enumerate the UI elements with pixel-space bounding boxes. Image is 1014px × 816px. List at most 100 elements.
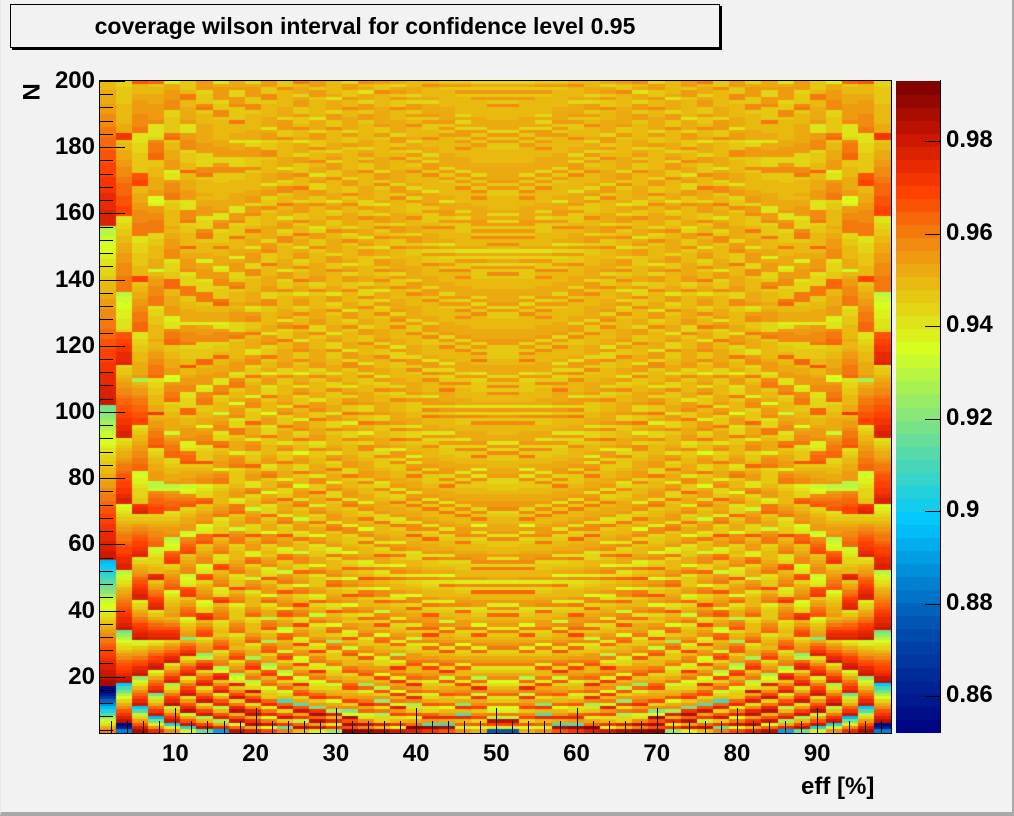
tick-mark (689, 721, 690, 733)
y-tick-label: 180 (54, 133, 95, 161)
tick-mark (849, 721, 850, 733)
tick-mark (100, 690, 113, 691)
tick-mark (817, 708, 818, 733)
tick-mark (304, 721, 305, 733)
tick-mark (801, 721, 802, 733)
tick-mark (100, 187, 113, 188)
y-tick-label: 160 (54, 199, 95, 227)
tick-mark (100, 266, 113, 267)
tick-mark (528, 721, 529, 733)
tick-mark (100, 650, 113, 651)
y-tick-label: 80 (68, 464, 95, 492)
tick-mark (100, 333, 113, 334)
tick-mark (100, 227, 113, 228)
tick-mark (100, 425, 113, 426)
tick-mark (865, 721, 866, 733)
tick-mark (100, 280, 125, 281)
tick-mark (100, 597, 113, 598)
y-tick-label: 60 (68, 530, 95, 558)
x-tick-label: 10 (162, 740, 189, 767)
tick-mark (256, 708, 257, 733)
tick-mark (100, 730, 113, 731)
tick-mark (224, 721, 225, 733)
tick-mark (352, 721, 353, 733)
tick-mark (100, 531, 113, 532)
x-tick-label: 50 (482, 740, 510, 767)
y-tick-label: 140 (54, 265, 95, 293)
tick-mark (593, 721, 594, 733)
tick-mark (512, 721, 513, 733)
colorbar-tick-label: 0.9 (946, 496, 980, 524)
y-tick-label: 40 (68, 596, 95, 624)
tick-mark (100, 491, 113, 492)
tick-mark (288, 721, 289, 733)
tick-mark (833, 721, 834, 733)
tick-mark (100, 107, 113, 108)
title-box: coverage wilson interval for confidence … (10, 4, 720, 48)
tick-mark (100, 703, 113, 704)
tick-mark (641, 721, 642, 733)
tick-mark (657, 708, 658, 733)
tick-mark (191, 721, 192, 733)
tick-mark (100, 624, 113, 625)
tick-mark (100, 81, 125, 82)
tick-mark (100, 452, 113, 453)
tick-mark (100, 134, 113, 135)
tick-mark (753, 721, 754, 733)
tick-mark (100, 611, 125, 612)
tick-mark (100, 412, 125, 413)
x-axis-title: eff [%] (801, 773, 875, 800)
y-axis-title: N (18, 83, 46, 101)
tick-mark (100, 147, 125, 148)
tick-mark (100, 544, 125, 545)
chart-title: coverage wilson interval for confidence … (94, 12, 636, 39)
tick-mark (240, 721, 241, 733)
tick-mark (100, 438, 113, 439)
tick-mark (207, 721, 208, 733)
tick-mark (100, 663, 113, 664)
tick-mark (100, 174, 113, 175)
tick-mark (544, 721, 545, 733)
tick-mark (560, 721, 561, 733)
tick-mark (881, 721, 882, 733)
tick-mark (100, 240, 113, 241)
x-tick-label: 20 (242, 740, 269, 767)
heatmap-plot[interactable] (100, 81, 891, 733)
tick-mark (111, 721, 112, 733)
tick-mark (100, 160, 113, 161)
tick-mark (577, 708, 578, 733)
colorbar-tick-label: 0.88 (946, 588, 993, 616)
tick-mark (384, 721, 385, 733)
tick-mark (705, 721, 706, 733)
tick-mark (609, 721, 610, 733)
tick-mark (925, 696, 941, 697)
tick-mark (100, 571, 113, 572)
colorbar-tick-label: 0.92 (946, 403, 993, 431)
tick-mark (100, 293, 113, 294)
tick-mark (272, 721, 273, 733)
tick-mark (100, 399, 113, 400)
tick-mark (925, 604, 941, 605)
colorbar-tick-label: 0.94 (946, 311, 993, 339)
tick-mark (785, 721, 786, 733)
tick-mark (368, 721, 369, 733)
tick-mark (769, 721, 770, 733)
tick-mark (100, 346, 125, 347)
tick-mark (175, 708, 176, 733)
tick-mark (737, 708, 738, 733)
tick-mark (925, 419, 941, 420)
x-tick-label: 70 (643, 740, 671, 767)
tick-mark (100, 94, 113, 95)
tick-mark (448, 721, 449, 733)
tick-mark (673, 721, 674, 733)
tick-mark (925, 234, 941, 235)
tick-mark (100, 465, 113, 466)
tick-mark (100, 121, 113, 122)
colorbar-tick-label: 0.96 (946, 218, 993, 246)
tick-mark (127, 721, 128, 733)
tick-mark (721, 721, 722, 733)
tick-mark (400, 721, 401, 733)
tick-mark (100, 716, 113, 717)
y-tick-label: 200 (54, 67, 95, 94)
